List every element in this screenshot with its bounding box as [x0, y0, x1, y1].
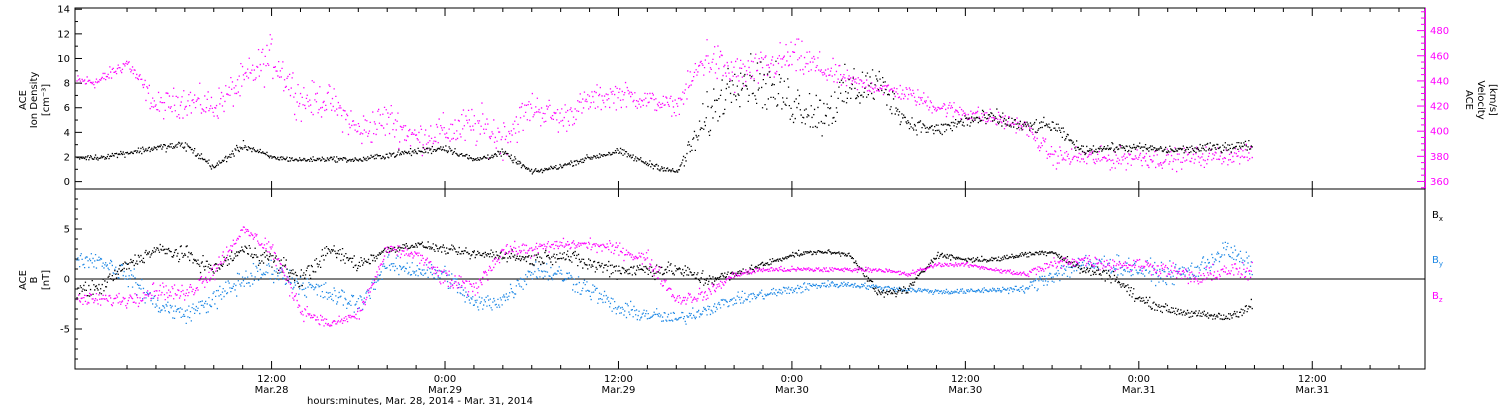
velocity-tick-label: 460: [1430, 51, 1449, 62]
velocity-tick-label: 480: [1430, 26, 1449, 37]
velocity-points: [76, 34, 1253, 173]
x-tick-date-label: Mar.29: [602, 385, 636, 396]
time-axis-minor-ticks: [126, 8, 1400, 369]
plasma-panel: 0 2 4 6 8 10 12 14 360 380 400 420 440 460 480 ACE Io…: [18, 5, 1498, 190]
density-axis: 0 2 4 6 8 10 12 14: [57, 5, 82, 188]
b-tick-label: 0: [64, 275, 70, 286]
density-tick-label: 4: [64, 128, 70, 139]
b-ylabel-line2: B: [29, 276, 40, 283]
velocity-tick-label: 380: [1430, 152, 1449, 163]
density-tick-label: 10: [57, 54, 70, 65]
plasma-data-points: [76, 34, 1253, 175]
magnetic-data-points: [76, 226, 1253, 327]
x-axis-title: hours:minutes, Mar. 28, 2014 - Mar. 31, …: [307, 396, 533, 407]
density-ylabel-line1: ACE: [18, 90, 29, 110]
density-tick-label: 0: [64, 177, 70, 188]
legend-bz: Bz: [1432, 291, 1443, 304]
b-tick-label: -5: [60, 325, 70, 336]
density-tick-label: 6: [64, 103, 70, 114]
density-tick-label: 2: [64, 152, 70, 163]
velocity-tick-label: 440: [1430, 76, 1449, 87]
x-tick-time-label: 12:00: [604, 374, 633, 385]
x-tick-date-label: Mar.31: [1122, 385, 1156, 396]
velocity-tick-label: 360: [1430, 177, 1449, 188]
density-ylabel-line3: [cm⁻³]: [41, 84, 52, 116]
x-tick-time-label: 12:00: [1298, 374, 1327, 385]
velocity-tick-label: 420: [1430, 102, 1449, 113]
x-tick-date-label: Mar.30: [948, 385, 982, 396]
velocity-ylabel-line2: Velocity: [1475, 80, 1486, 119]
density-points: [76, 53, 1253, 175]
density-tick-label: 12: [57, 29, 70, 40]
b-ylabel-line3: [nT]: [41, 270, 52, 290]
time-axis-labels: 12:00Mar.280:00Mar.2912:00Mar.290:00Mar.…: [255, 374, 1330, 396]
velocity-tick-label: 400: [1430, 127, 1449, 138]
legend-by: By: [1432, 255, 1443, 268]
density-ylabel-line2: Ion Density: [29, 72, 40, 129]
x-tick-date-label: Mar.31: [1295, 385, 1329, 396]
x-tick-time-label: 0:00: [1128, 374, 1150, 385]
x-tick-time-label: 12:00: [257, 374, 286, 385]
by-points: [76, 241, 1253, 325]
magnetic-field-panel: -5 0 5 ACE B [nT] Bx By Bz: [18, 188, 1443, 370]
velocity-axis: 360 380 400 420 440 460 480: [1417, 8, 1449, 189]
bz-points: [76, 226, 1253, 327]
b-ylabel-line1: ACE: [18, 270, 29, 290]
b-axis: -5 0 5: [60, 198, 82, 360]
time-axis-major-ticks: [271, 8, 1313, 369]
velocity-ylabel-line1: ACE: [1463, 90, 1474, 110]
density-tick-label: 14: [57, 5, 70, 16]
density-tick-label: 8: [64, 79, 70, 90]
legend-bx: Bx: [1432, 210, 1443, 223]
x-tick-time-label: 0:00: [781, 374, 803, 385]
plasma-panel-frame: [74, 7, 1426, 190]
time-axis: 12:00Mar.280:00Mar.2912:00Mar.290:00Mar.…: [126, 8, 1400, 407]
velocity-ylabel-line3: [km/s]: [1487, 84, 1498, 116]
x-tick-time-label: 12:00: [951, 374, 980, 385]
x-tick-date-label: Mar.28: [255, 385, 289, 396]
x-tick-date-label: Mar.30: [775, 385, 809, 396]
b-tick-label: 5: [64, 225, 70, 236]
x-tick-time-label: 0:00: [434, 374, 456, 385]
x-tick-date-label: Mar.29: [428, 385, 462, 396]
